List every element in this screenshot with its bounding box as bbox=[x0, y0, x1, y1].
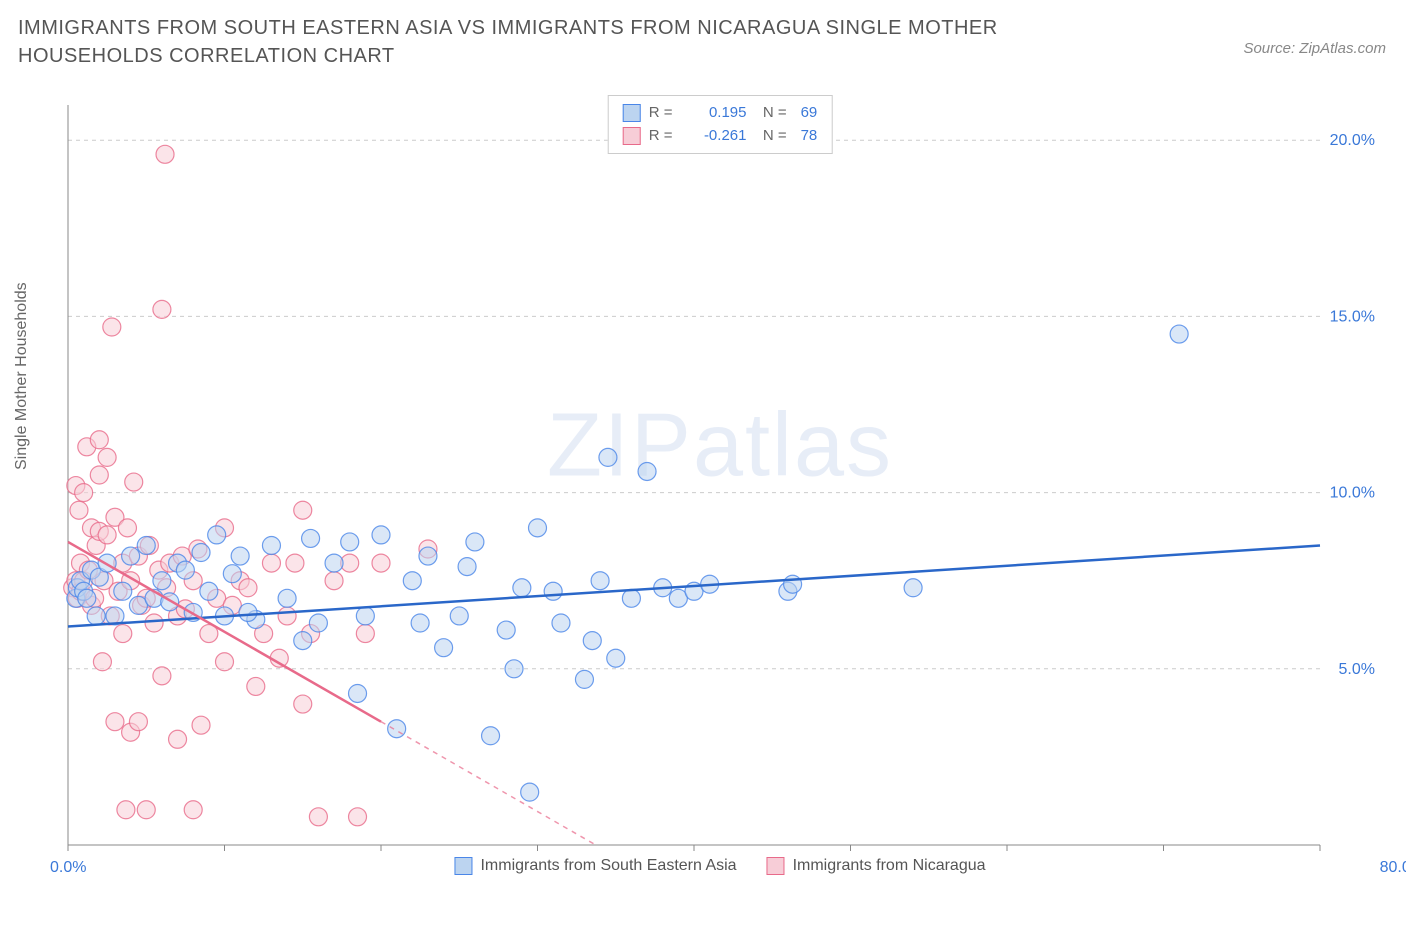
legend-swatch-nicaragua-2 bbox=[767, 857, 785, 875]
n-label-2: N = bbox=[754, 125, 786, 148]
legend-swatch-se-asia bbox=[623, 104, 641, 122]
source-attribution: Source: ZipAtlas.com bbox=[1243, 40, 1386, 57]
r-value-1: 0.195 bbox=[686, 102, 746, 125]
legend-item-se-asia: Immigrants from South Eastern Asia bbox=[454, 857, 736, 875]
svg-text:15.0%: 15.0% bbox=[1330, 308, 1375, 325]
series-legend: Immigrants from South Eastern Asia Immig… bbox=[454, 857, 985, 875]
chart-svg: 5.0% 10.0% 15.0% 20.0% bbox=[60, 95, 1380, 875]
legend-label-nicaragua: Immigrants from Nicaragua bbox=[793, 857, 986, 875]
plot-area: ZIPatlas 5.0%10.0%15.0%20.0% R = 0.195 N… bbox=[60, 95, 1380, 875]
legend-row-1: R = 0.195 N = 69 bbox=[623, 102, 818, 125]
chart-title: IMMIGRANTS FROM SOUTH EASTERN ASIA VS IM… bbox=[18, 14, 1118, 70]
n-value-1: 69 bbox=[801, 102, 818, 125]
chart-container: IMMIGRANTS FROM SOUTH EASTERN ASIA VS IM… bbox=[0, 0, 1406, 930]
legend-row-2: R = -0.261 N = 78 bbox=[623, 125, 818, 148]
legend-item-nicaragua: Immigrants from Nicaragua bbox=[767, 857, 986, 875]
n-label-1: N = bbox=[754, 102, 786, 125]
svg-text:5.0%: 5.0% bbox=[1339, 661, 1375, 678]
svg-text:10.0%: 10.0% bbox=[1330, 485, 1375, 502]
r-value-2: -0.261 bbox=[686, 125, 746, 148]
y-axis-label: Single Mother Households bbox=[13, 282, 31, 470]
r-label-1: R = bbox=[649, 102, 673, 125]
svg-text:20.0%: 20.0% bbox=[1330, 132, 1375, 149]
n-value-2: 78 bbox=[801, 125, 818, 148]
legend-label-se-asia: Immigrants from South Eastern Asia bbox=[480, 857, 736, 875]
x-axis-min-label: 0.0% bbox=[50, 859, 86, 877]
correlation-legend: R = 0.195 N = 69 R = -0.261 N = 78 bbox=[608, 95, 833, 154]
legend-swatch-nicaragua bbox=[623, 127, 641, 145]
x-axis-max-label: 80.0% bbox=[1380, 859, 1406, 877]
legend-swatch-se-asia-2 bbox=[454, 857, 472, 875]
r-label-2: R = bbox=[649, 125, 673, 148]
